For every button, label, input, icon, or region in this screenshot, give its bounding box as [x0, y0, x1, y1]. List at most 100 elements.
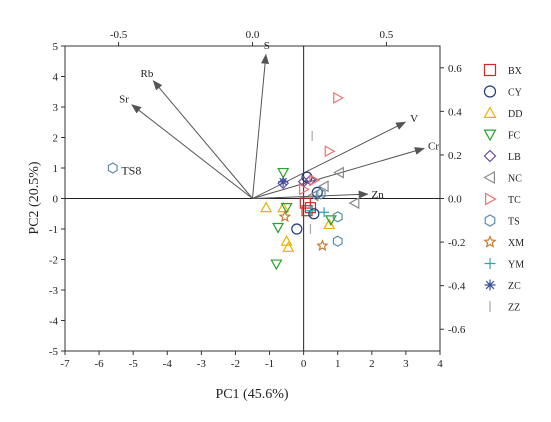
right-tick-label: -0.6: [448, 324, 466, 336]
y-tick-label: -5: [49, 346, 59, 358]
point-zc: [278, 176, 289, 187]
legend-label-cy: CY: [508, 88, 522, 99]
x-tick-label: -6: [95, 358, 105, 370]
legend-label-fc: FC: [508, 131, 521, 142]
x-tick-label: -2: [231, 358, 240, 370]
top-tick-label: 0.0: [246, 29, 260, 41]
y-tick-label: -4: [49, 316, 59, 328]
right-tick-label: 0.2: [448, 150, 462, 162]
right-tick-label: -0.2: [448, 237, 465, 249]
point-fc: [280, 203, 293, 214]
x-tick-label: -3: [197, 358, 207, 370]
x-tick-label: -4: [163, 358, 173, 370]
right-tick-label: 0.4: [448, 106, 462, 118]
legend-label-zc: ZC: [508, 281, 521, 292]
loading-arrow-v: [252, 121, 407, 199]
legend-label-xm: XM: [508, 238, 524, 249]
point-ts: [315, 188, 326, 200]
y-tick-label: 2: [53, 133, 59, 145]
point-cy: [291, 223, 303, 235]
legend-marker-lb: [483, 149, 497, 163]
loading-label-s: S: [264, 40, 270, 52]
legend-marker-bx: [483, 63, 497, 77]
point-xm: [316, 239, 329, 252]
point-cy: [308, 208, 320, 220]
y-tick-label: 1: [53, 163, 59, 175]
x-tick-label: 0: [301, 358, 307, 370]
point-dd: [282, 241, 295, 252]
top-tick-label: 0.5: [380, 29, 394, 41]
point-ts: [107, 162, 118, 174]
point-nc: [348, 197, 360, 210]
right-tick-label: -0.4: [448, 281, 466, 293]
x-tick-label: -1: [265, 358, 274, 370]
point-ts: [332, 211, 343, 223]
legend-marker-ts: [484, 214, 496, 227]
loading-label-zn: Zn: [372, 189, 385, 201]
loading-arrow-sr: [131, 104, 253, 199]
annotation-ts8: TS8: [121, 164, 141, 178]
y-tick-label: 3: [53, 102, 59, 114]
y-axis-label: PC2 (20.5%): [27, 161, 42, 234]
point-tc: [324, 145, 336, 158]
top-tick-label: -0.5: [110, 29, 128, 41]
point-ym: [305, 205, 316, 216]
point-ym: [319, 207, 330, 218]
loading-arrow-s: [252, 53, 270, 199]
loading-label-rb: Rb: [141, 68, 154, 80]
points-layer: TS8: [107, 91, 360, 271]
legend-marker-xm: [483, 234, 497, 248]
legend-marker-fc: [483, 129, 497, 142]
point-fc: [277, 167, 290, 179]
legend-marker-zc: [484, 279, 496, 291]
point-tc: [309, 174, 321, 187]
y-tick-label: 0: [53, 194, 59, 206]
point-nc: [307, 189, 319, 202]
x-tick-label: 3: [403, 358, 409, 370]
axes-layer: -7 -6 -5 -4 -3 -2 -1 0 1 2 3 4 -5 -4 -3 -2 -1 0 1 2 3 4 5 -0.5 0…: [49, 29, 466, 370]
point-dd: [260, 201, 273, 213]
y-tick-label: -3: [49, 285, 59, 297]
loading-label-cr: Cr: [428, 141, 439, 153]
legend: BX CY DD FC LB NC TC TS XM YM ZC ZZ: [483, 63, 524, 314]
legend-label-lb: LB: [508, 152, 521, 163]
legend-label-zz: ZZ: [508, 303, 520, 314]
loading-label-sr: Sr: [119, 94, 129, 106]
legend-label-dd: DD: [508, 109, 522, 120]
y-tick-label: 5: [53, 41, 59, 53]
right-tick-label: 0.0: [448, 194, 462, 206]
point-dd: [280, 234, 293, 246]
x-tick-label: 4: [437, 358, 443, 370]
legend-marker-dd: [483, 106, 497, 119]
y-tick-label: 4: [53, 72, 59, 84]
point-nc: [333, 166, 345, 179]
point-fc: [270, 259, 283, 271]
y-tick-label: -1: [49, 224, 58, 236]
legend-marker-ym: [484, 258, 496, 269]
point-fc: [272, 222, 285, 234]
point-tc: [333, 91, 344, 104]
loadings-layer: S Rb Sr V Cr Zn: [119, 40, 439, 201]
legend-marker-nc: [483, 170, 495, 185]
point-fc: [324, 215, 337, 227]
x-tick-label: 2: [369, 358, 375, 370]
legend-label-nc: NC: [508, 174, 522, 185]
point-ts: [332, 235, 343, 247]
right-tick-label: 0.6: [448, 63, 462, 75]
x-tick-label: 1: [335, 358, 341, 370]
x-tick-label: -7: [60, 358, 70, 370]
point-xm: [278, 210, 292, 223]
legend-marker-tc: [485, 192, 497, 206]
legend-label-tc: TC: [508, 195, 521, 206]
y-tick-label: -2: [49, 255, 58, 267]
x-axis-label: PC1 (45.6%): [215, 387, 288, 402]
loading-label-v: V: [410, 113, 418, 125]
legend-label-bx: BX: [508, 66, 523, 77]
point-tc: [299, 183, 310, 196]
legend-marker-cy: [483, 85, 497, 98]
legend-label-ym: YM: [508, 260, 524, 271]
x-tick-label: -5: [129, 358, 139, 370]
legend-label-ts: TS: [508, 217, 520, 228]
loading-arrow-rb: [152, 80, 253, 199]
